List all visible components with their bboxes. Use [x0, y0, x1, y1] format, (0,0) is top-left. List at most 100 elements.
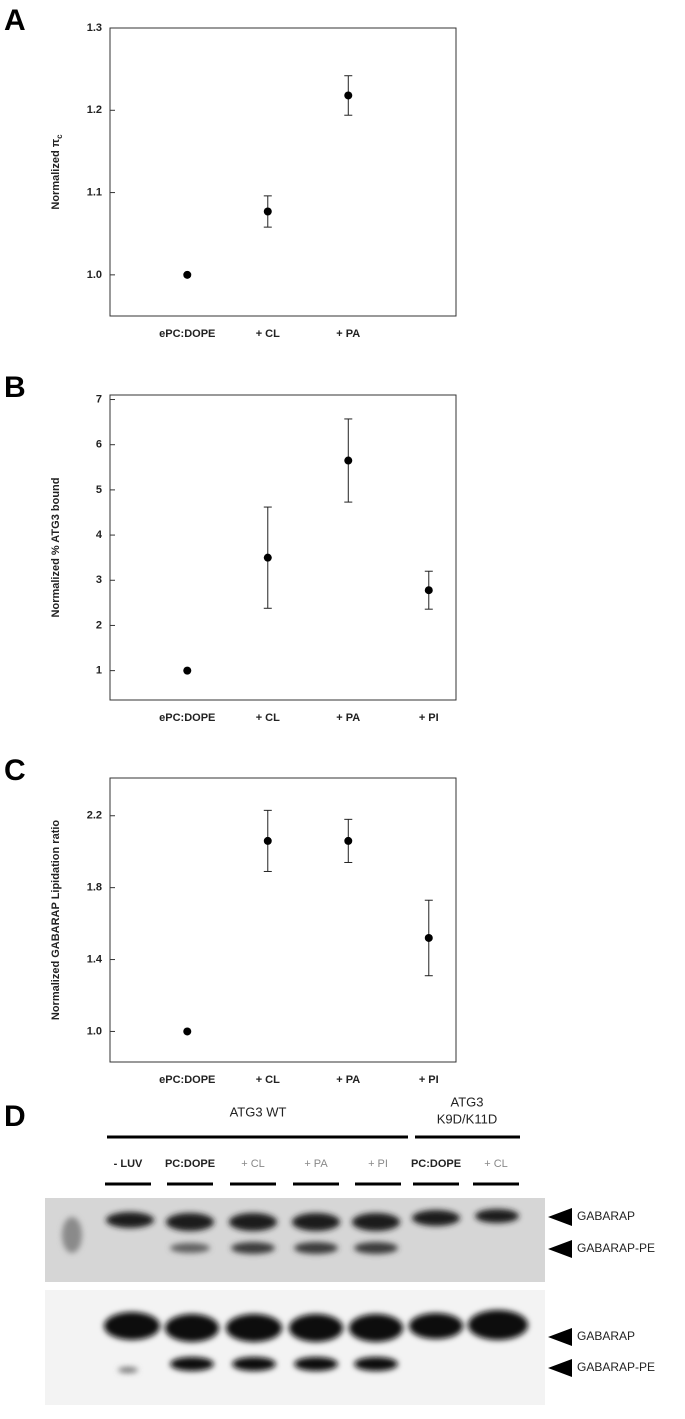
blot-lower: [45, 1290, 545, 1405]
y-tick-label: 2: [96, 619, 102, 631]
panel-letter: C: [4, 754, 26, 787]
lower-bands: [104, 1310, 528, 1373]
charts: A Normalized πc 1.0 1.1 1.2 1.3 ePC:DOPE + CL + …: [4, 4, 457, 1086]
y-axis-label: Normalized % ATG3 bound: [50, 478, 62, 618]
x-tick-label: + PA: [336, 1074, 360, 1086]
band-label: GABARAP: [577, 1209, 635, 1223]
x-tick-label: + CL: [256, 712, 280, 724]
chart: C Normalized GABARAP Lipidation ratio 1.0 1…: [4, 754, 457, 1086]
band: [104, 1312, 160, 1340]
group-label: ATG3: [451, 1094, 484, 1109]
band-label: GABARAP-PE: [577, 1360, 655, 1374]
upper-bands: [106, 1209, 519, 1254]
band: [354, 1242, 398, 1254]
x-tick-label: + CL: [256, 1074, 280, 1086]
x-tick-label: ePC:DOPE: [159, 1074, 215, 1086]
y-tick-label: 1.1: [87, 186, 102, 198]
band-label: GABARAP-PE: [577, 1241, 655, 1255]
y-tick-label: 1.4: [87, 953, 103, 965]
band: [170, 1357, 214, 1371]
band: [294, 1357, 338, 1371]
data-point: [344, 456, 353, 465]
lane-label: - LUV: [114, 1158, 143, 1170]
x-tick-label: ePC:DOPE: [159, 328, 215, 340]
y-tick-label: 1.3: [87, 22, 102, 34]
x-tick-label: + PI: [419, 1074, 439, 1086]
x-tick-label: + PI: [419, 712, 439, 724]
arrowhead: [548, 1240, 572, 1258]
plot-frame: [109, 394, 457, 701]
y-tick-label: 1.0: [87, 1025, 102, 1037]
group-label: K9D/K11D: [437, 1111, 497, 1126]
plot-frame: [109, 777, 457, 1063]
band: [118, 1367, 138, 1373]
band: [412, 1210, 460, 1226]
band: [229, 1213, 277, 1231]
band: [226, 1314, 282, 1342]
arrowhead: [548, 1359, 572, 1377]
x-tick-label: ePC:DOPE: [159, 712, 215, 724]
band: [231, 1242, 275, 1254]
group-label: ATG3 WT: [230, 1104, 287, 1119]
panel-letter: D: [4, 1100, 26, 1133]
band: [352, 1213, 400, 1231]
blot-upper: [45, 1198, 545, 1282]
data-point: [263, 553, 272, 562]
band: [292, 1213, 340, 1231]
y-tick-label: 2.2: [87, 810, 102, 822]
arrowhead: [548, 1208, 572, 1226]
lane-label: + CL: [484, 1158, 508, 1170]
x-tick-label: + PA: [336, 712, 360, 724]
panel-letter: A: [4, 4, 26, 37]
data-point: [183, 270, 192, 279]
y-tick-label: 1: [96, 665, 102, 677]
arrowhead: [548, 1328, 572, 1346]
y-tick-label: 4: [96, 529, 103, 541]
x-tick-label: + CL: [256, 328, 280, 340]
y-axis-label: Normalized πc: [50, 134, 64, 210]
y-axis-label: Normalized GABARAP Lipidation ratio: [50, 820, 62, 1021]
y-axis-label-sub: c: [55, 134, 64, 139]
data-point: [263, 836, 272, 845]
y-tick-label: 6: [96, 439, 102, 451]
lane-labels: - LUV PC:DOPE + CL + PA + PI PC:DOPE + CL: [105, 1158, 519, 1186]
band: [409, 1313, 463, 1339]
band: [166, 1213, 214, 1231]
band: [349, 1314, 403, 1342]
band: [468, 1310, 528, 1340]
data-point: [183, 666, 192, 675]
lane-label: PC:DOPE: [411, 1158, 461, 1170]
band: [294, 1242, 338, 1254]
lane-label: + PA: [304, 1158, 328, 1170]
band: [475, 1209, 519, 1223]
data-point: [424, 586, 433, 595]
band: [354, 1357, 398, 1371]
y-tick-label: 1.2: [87, 104, 102, 116]
band: [165, 1314, 219, 1342]
band: [289, 1314, 343, 1342]
y-tick-label: 3: [96, 574, 102, 586]
panel-letter: B: [4, 371, 26, 404]
y-tick-label: 1.0: [87, 269, 102, 281]
lane-label: + PI: [368, 1158, 388, 1170]
chart: B Normalized % ATG3 bound 1 2 3 4 5 6 7 ePC:DOPE +…: [4, 371, 457, 724]
plot-frame: [109, 27, 457, 317]
x-tick-label: + PA: [336, 328, 360, 340]
y-tick-label: 1.8: [87, 882, 102, 894]
band-labels: GABARAP GABARAP-PE GABARAP GABARAP-PE: [548, 1208, 655, 1377]
chart: A Normalized πc 1.0 1.1 1.2 1.3 ePC:DOPE + CL + …: [4, 4, 457, 340]
band: [232, 1357, 276, 1371]
band: [106, 1212, 154, 1228]
band: [170, 1243, 210, 1253]
lane-label: + CL: [241, 1158, 265, 1170]
data-point: [424, 933, 433, 942]
y-axis-label-main: Normalized π: [50, 138, 62, 209]
band-label: GABARAP: [577, 1329, 635, 1343]
data-point: [344, 91, 353, 100]
smear: [62, 1217, 82, 1253]
blot-panel: D ATG3 WT ATG3 K9D/K11D - LUV PC:DOPE + CL…: [4, 1094, 655, 1405]
y-tick-label: 7: [96, 393, 102, 405]
y-tick-label: 5: [96, 484, 102, 496]
data-point: [344, 836, 353, 845]
